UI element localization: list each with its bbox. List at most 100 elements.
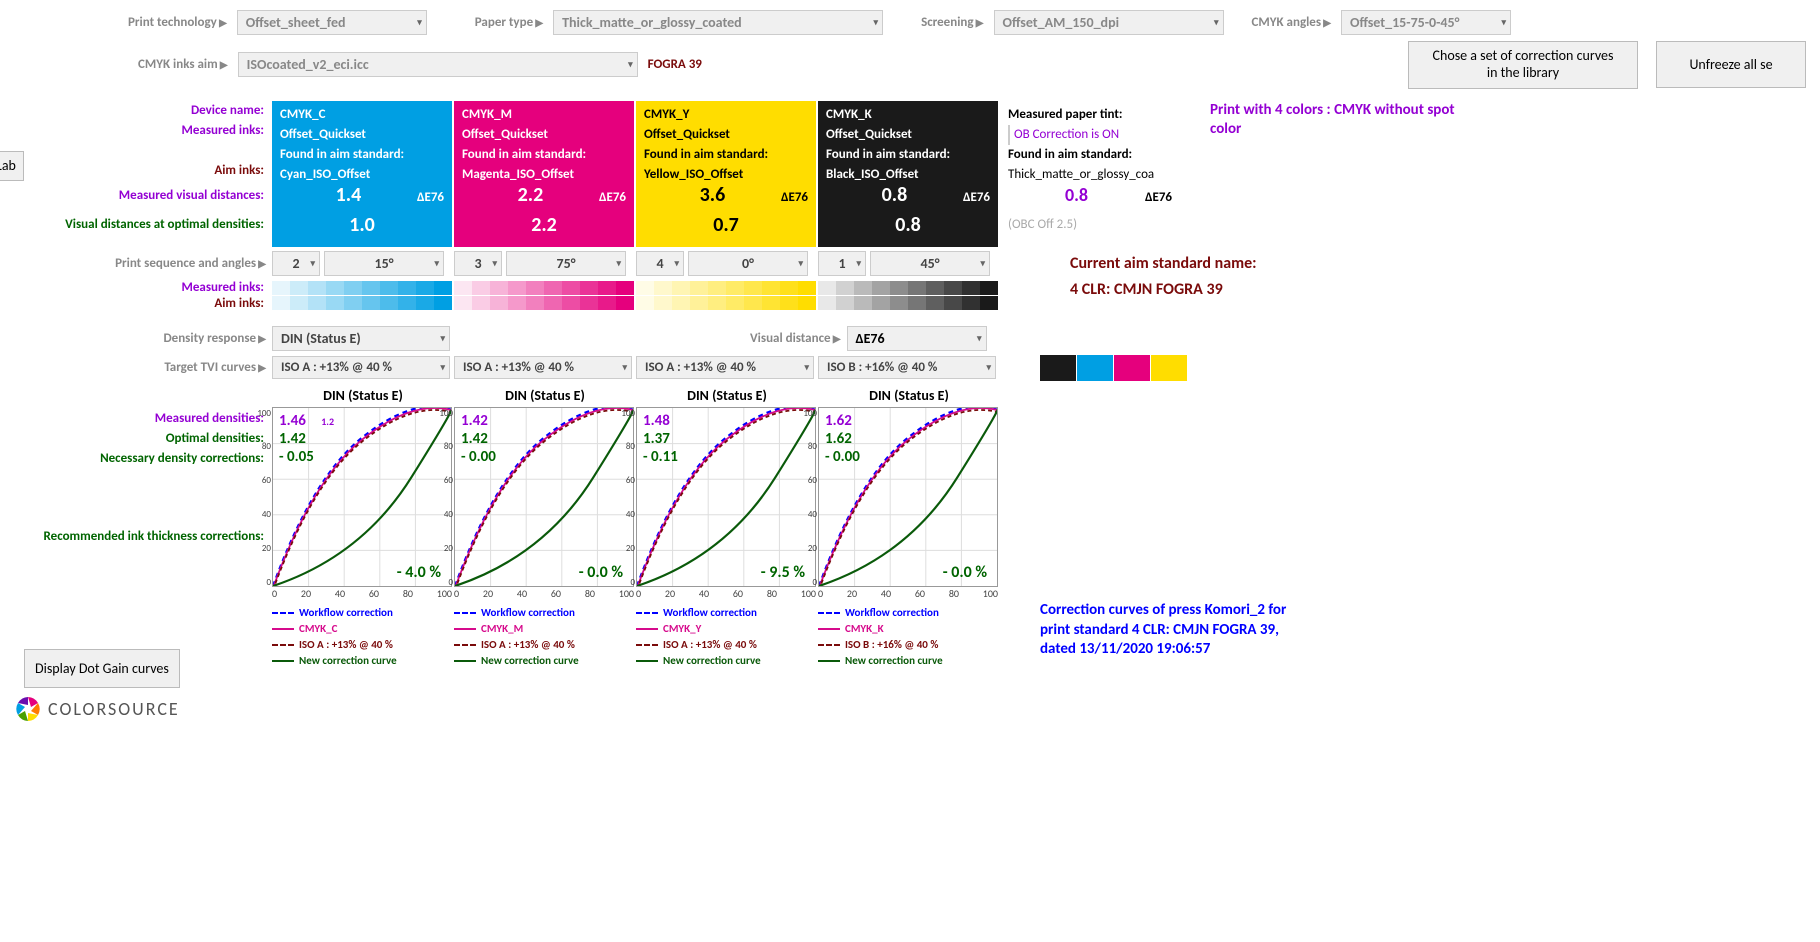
chart-2: DIN (Status E) 020406080100 1.48 1.37 - …	[636, 387, 818, 670]
color-chip	[1077, 355, 1113, 381]
paper-type-label: Paper type	[475, 15, 549, 30]
fogra-label: FOGRA 39	[648, 57, 702, 72]
tvi-row: Target TVI curves ISO A : +13% @ 40 %ISO…	[14, 355, 1806, 381]
inks-aim-dropdown[interactable]: ISOcoated_v2_eci.icc	[238, 52, 638, 77]
ink-found: Found in aim standard:	[462, 145, 626, 165]
unfreeze-button[interactable]: Unfreeze all se	[1656, 41, 1806, 88]
correction-info: Correction curves of press Komori_2 for …	[1040, 601, 1300, 660]
seq-dropdown[interactable]: 4	[636, 251, 684, 276]
meas-dens: 1.46 1.2	[279, 412, 334, 430]
chart-plot: 020406080100 1.62 1.62 - 0.00 - 0.0 %	[818, 407, 998, 587]
ink-de76: ΔE76	[781, 188, 808, 208]
chart-plot: 020406080100 1.42 1.42 - 0.00 - 0.0 %	[454, 407, 634, 587]
screening-dropdown[interactable]: Offset_AM_150_dpi	[994, 10, 1224, 35]
ink-found: Found in aim standard:	[644, 145, 808, 165]
tvi-dropdown[interactable]: ISO A : +13% @ 40 %	[636, 356, 814, 379]
paper-de76: ΔE76	[1145, 188, 1172, 208]
angle-dropdown[interactable]: 75°	[506, 251, 626, 276]
ink-card-CMYK_K: CMYK_K Offset_Quickset Found in aim stan…	[818, 101, 998, 247]
measured-dens-label: Measured densities:	[14, 409, 272, 429]
chart-legend: Workflow correction CMYK_M ISO A : +13% …	[454, 600, 634, 668]
device-name-label: Device name:	[32, 101, 272, 121]
ink-measured: Offset_Quickset	[644, 125, 808, 145]
seq-dropdown[interactable]: 3	[454, 251, 502, 276]
ink-measured: Offset_Quickset	[462, 125, 626, 145]
tvi-label: Target TVI curves	[14, 360, 272, 375]
optimal-dens-label: Optimal densities:	[14, 429, 272, 449]
angle-dropdown[interactable]: 45°	[870, 251, 990, 276]
print-tech-label: Print technology	[128, 15, 233, 30]
density-response-dropdown[interactable]: DIN (Status E)	[272, 326, 450, 351]
density-visual-row: Density response DIN (Status E) Visual d…	[14, 326, 1806, 351]
chart-legend: Workflow correction CMYK_Y ISO A : +13% …	[636, 600, 816, 668]
visual-distance-dropdown[interactable]: ΔE76	[847, 326, 987, 351]
ink-card-CMYK_C: CMYK_C Offset_Quickset Found in aim stan…	[272, 101, 452, 247]
ink-aim: Magenta_ISO_Offset	[462, 165, 626, 185]
swatch-strip	[454, 296, 634, 310]
ink-measured: Offset_Quickset	[826, 125, 990, 145]
thick-corr: - 9.5 %	[761, 563, 805, 582]
chart-0: DIN (Status E) 020406080100 1.46 1.2 1.4…	[272, 387, 454, 670]
ink-card-CMYK_M: CMYK_M Offset_Quickset Found in aim stan…	[454, 101, 634, 247]
tvi-dropdown[interactable]: ISO A : +13% @ 40 %	[272, 356, 450, 379]
paper-found-label: Found in aim standard:	[1008, 145, 1172, 165]
ob-correction: OB Correction is ON	[1008, 125, 1172, 145]
opt-dens: 1.42	[461, 430, 496, 448]
chart-3: DIN (Status E) 020406080100 1.62 1.62 - …	[818, 387, 1000, 670]
ink-mv: 1.4	[280, 185, 417, 205]
ink-de76: ΔE76	[417, 188, 444, 208]
opt-dens: 1.62	[825, 430, 860, 448]
chart-1: DIN (Status E) 020406080100 1.42 1.42 - …	[454, 387, 636, 670]
sequence-row: Print sequence and angles 2 15° 3 75° 4 …	[14, 251, 1806, 276]
ink-name: CMYK_Y	[644, 105, 808, 125]
ink-mv: 2.2	[462, 185, 599, 205]
inks-aim-label: CMYK inks aim	[138, 57, 234, 72]
ink-name: CMYK_C	[280, 105, 444, 125]
ink-name: CMYK_M	[462, 105, 626, 125]
current-aim-label: Current aim standard name:	[1070, 254, 1257, 273]
display-lab-button[interactable]: Display Lab	[0, 151, 24, 182]
ink-measured: Offset_Quickset	[280, 125, 444, 145]
ink-mv: 0.8	[826, 185, 963, 205]
display-tvi-button[interactable]: Display Dot Gain curves	[24, 649, 180, 688]
swatch-row: Measured inks: Aim inks: 4 CLR: CMJN FOG…	[14, 280, 1806, 312]
tvi-dropdown[interactable]: ISO A : +13% @ 40 %	[454, 356, 632, 379]
chart-legend: Workflow correction CMYK_C ISO A : +13% …	[272, 600, 452, 668]
paper-de: 0.8	[1008, 185, 1145, 205]
chart-title: DIN (Status E)	[636, 387, 818, 407]
print-tech-dropdown[interactable]: Offset_sheet_fed	[237, 10, 427, 35]
ink-found: Found in aim standard:	[280, 145, 444, 165]
paper-card: Measured paper tint: OB Correction is ON…	[1000, 101, 1180, 247]
chart-title: DIN (Status E)	[272, 387, 454, 407]
angle-dropdown[interactable]: 15°	[324, 251, 444, 276]
seq-dropdown[interactable]: 2	[272, 251, 320, 276]
cmyk-chips	[1040, 355, 1187, 381]
angles-dropdown[interactable]: Offset_15-75-0-45°	[1341, 10, 1511, 35]
ink-ov: 1.0	[280, 215, 444, 243]
measured-vis-label: Measured visual distances:	[32, 181, 272, 211]
seq-dropdown[interactable]: 1	[818, 251, 866, 276]
angle-dropdown[interactable]: 0°	[688, 251, 808, 276]
swatch-strip	[818, 281, 998, 295]
chart-legend: Workflow correction CMYK_K ISO B : +16% …	[818, 600, 998, 668]
visual-distance-label: Visual distance	[750, 331, 847, 346]
swatch-strip	[272, 296, 452, 310]
paper-type-dropdown[interactable]: Thick_matte_or_glossy_coated	[553, 10, 883, 35]
ink-aim: Cyan_ISO_Offset	[280, 165, 444, 185]
thick-corr: - 4.0 %	[397, 563, 441, 582]
brand-text: COLORSOURCE	[48, 698, 180, 720]
chose-curves-button[interactable]: Chose a set of correction curves in the …	[1408, 41, 1638, 89]
m-inks-lbl2: Measured inks:	[14, 280, 264, 296]
chart-plot: 020406080100 1.48 1.37 - 0.11 - 9.5 %	[636, 407, 816, 587]
chart-title: DIN (Status E)	[818, 387, 1000, 407]
current-aim-value: 4 CLR: CMJN FOGRA 39	[1070, 280, 1223, 299]
aperture-icon	[14, 695, 42, 723]
swatch-strip	[818, 296, 998, 310]
color-chip	[1114, 355, 1150, 381]
seq-angles-label: Print sequence and angles	[14, 256, 272, 271]
thick-corr: - 0.0 %	[943, 563, 987, 582]
tvi-dropdown[interactable]: ISO B : +16% @ 40 %	[818, 356, 996, 379]
nec-corr: - 0.00	[461, 448, 496, 466]
a-inks-lbl2: Aim inks:	[14, 296, 264, 312]
chart-plot: 020406080100 1.46 1.2 1.42 - 0.05 - 4.0 …	[272, 407, 452, 587]
